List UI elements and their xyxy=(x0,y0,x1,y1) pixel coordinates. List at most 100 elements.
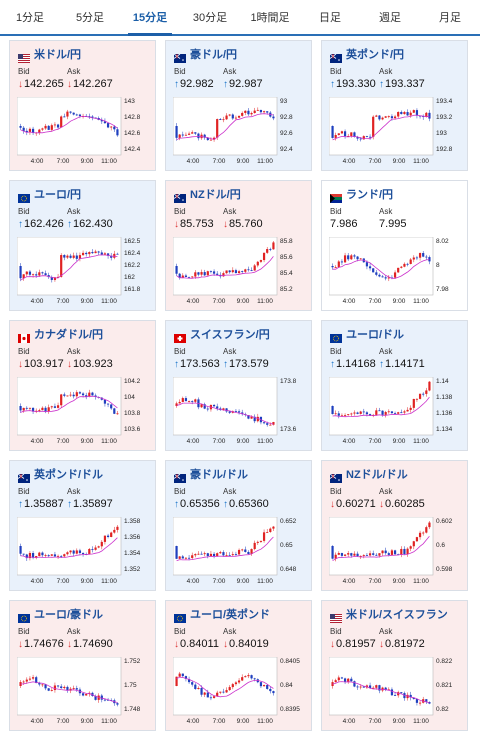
mini-chart[interactable]: 143 142.8 142.6 142.4 4:00 7:00 9:00 11:00 xyxy=(17,97,149,167)
pair-name[interactable]: 英ポンド/ドル xyxy=(34,469,104,481)
candle-body xyxy=(384,412,387,415)
candle-body xyxy=(234,682,238,685)
x-tick-label: 4:00 xyxy=(187,578,200,585)
mini-chart[interactable]: 0.602 0.6 0.598 4:00 7:00 9:00 11:00 xyxy=(329,517,461,587)
pair-name[interactable]: 米ドル/スイスフラン xyxy=(346,609,448,621)
tab-4[interactable]: 1時間足 xyxy=(250,12,290,24)
pair-name[interactable]: NZドル/ドル xyxy=(346,469,408,481)
rate-card[interactable]: 英ポンド/ドル Bid Ask ↑1.35887 ↑1.35897 1.358 1.356 1… xyxy=(9,460,156,591)
rate-card[interactable]: 米ドル/円 Bid Ask ↓142.265 ↓142.267 143 142.8 142.6… xyxy=(9,40,156,171)
candle-body xyxy=(197,272,200,275)
mini-chart[interactable]: 104.2 104 103.8 103.6 4:00 7:00 9:00 11:00 xyxy=(17,377,149,447)
pair-name[interactable]: NZドル/円 xyxy=(190,189,241,201)
x-tick-label: 9:00 xyxy=(237,718,250,725)
y-tick-label: 0.8395 xyxy=(280,706,300,713)
rate-card[interactable]: ユーロ/豪ドル Bid Ask ↓1.74676 ↓1.74690 1.752 1.75 1.… xyxy=(9,600,156,731)
pair-name[interactable]: スイスフラン/円 xyxy=(190,329,270,341)
mini-chart[interactable]: 193.4 193.2 193 192.8 4:00 7:00 9:00 11:00 xyxy=(329,97,461,167)
mini-chart[interactable]: 0.652 0.65 0.648 4:00 7:00 9:00 11:00 xyxy=(173,517,305,587)
candle-body xyxy=(415,537,419,542)
rate-card[interactable]: ユーロ/英ポンド Bid Ask ↓0.84011 ↓0.84019 0.8405 0.84… xyxy=(165,600,312,731)
card-header: 豪ドル/ドル xyxy=(173,467,249,483)
candle-body xyxy=(56,276,60,278)
ask-price: ↓142.267 xyxy=(67,78,113,90)
moving-average-line xyxy=(176,676,274,698)
pair-name[interactable]: カナダドル/円 xyxy=(34,329,104,341)
mini-chart[interactable]: 93 92.8 92.6 92.4 4:00 7:00 9:00 11:00 xyxy=(173,97,305,167)
candle-body xyxy=(175,546,178,559)
mini-chart[interactable]: 1.14 1.138 1.136 1.134 4:00 7:00 9:00 11:00 xyxy=(329,377,461,447)
pair-name[interactable]: ユーロ/豪ドル xyxy=(34,609,104,621)
candle-body xyxy=(116,253,119,255)
tab-1[interactable]: 5分足 xyxy=(75,12,105,24)
rate-card[interactable]: 米ドル/スイスフラン Bid Ask ↓0.81957 ↓0.81972 0.822 0.8… xyxy=(321,600,468,731)
rate-card[interactable]: ユーロ/円 Bid Ask ↑162.426 ↑162.430 162.5 162.4 162… xyxy=(9,180,156,311)
candle-body xyxy=(203,553,206,555)
ask-price: ↓0.60285 xyxy=(379,498,425,510)
x-tick-label: 4:00 xyxy=(31,158,44,165)
y-tick-label: 103.8 xyxy=(124,410,141,417)
rate-card[interactable]: ランド/円 Bid Ask 7.986 7.995 8.02 8 7.98 4:00 7:00 9:… xyxy=(321,180,468,311)
pair-name[interactable]: ユーロ/円 xyxy=(34,189,82,201)
pair-name[interactable]: 豪ドル/円 xyxy=(190,49,238,61)
candle-body xyxy=(415,699,419,703)
rate-card[interactable]: 英ポンド/円 Bid Ask ↑193.330 ↑193.337 193.4 193.2 19… xyxy=(321,40,468,171)
up-arrow-icon: ↑ xyxy=(67,219,72,230)
candle-body xyxy=(88,252,91,255)
candle-body xyxy=(25,679,28,682)
mini-chart[interactable]: 0.8405 0.84 0.8395 4:00 7:00 9:00 11:00 xyxy=(173,657,305,727)
candle-body xyxy=(390,550,394,555)
x-tick-label: 7:00 xyxy=(57,158,70,165)
tab-5[interactable]: 日足 xyxy=(319,12,341,24)
candle-body xyxy=(31,128,35,133)
candle-body xyxy=(356,256,359,260)
candle-body xyxy=(347,255,350,260)
candle-body xyxy=(400,548,403,555)
mini-chart[interactable]: 1.752 1.75 1.748 4:00 7:00 9:00 11:00 xyxy=(17,657,149,727)
rate-card[interactable]: スイスフラン/円 Bid Ask ↑173.563 ↑173.579 173.8 173.6… xyxy=(165,320,312,451)
rate-card[interactable]: NZドル/円 Bid Ask ↓85.753 ↓85.760 85.8 85.6 85.4 85… xyxy=(165,180,312,311)
candle-body xyxy=(422,532,425,534)
mini-chart[interactable]: 0.822 0.821 0.82 4:00 7:00 9:00 11:00 xyxy=(329,657,461,727)
eu-jp-flag xyxy=(18,190,30,203)
ask-label: Ask xyxy=(67,627,81,636)
rate-card[interactable]: 豪ドル/ドル Bid Ask ↑0.65356 ↑0.65360 0.652 0.65 0.6… xyxy=(165,460,312,591)
candle-body xyxy=(356,412,359,414)
mini-chart[interactable]: 173.8 173.6 4:00 7:00 9:00 11:00 xyxy=(173,377,305,447)
mini-chart[interactable]: 1.358 1.356 1.354 1.352 4:00 7:00 9:00 11:00 xyxy=(17,517,149,587)
ask-label: Ask xyxy=(67,347,81,356)
card-header: 英ポンド/ドル xyxy=(17,467,104,483)
candle-body xyxy=(194,684,197,690)
tab-6[interactable]: 週足 xyxy=(379,12,401,24)
card-header: NZドル/ドル xyxy=(329,467,408,483)
tab-2[interactable]: 15分足 xyxy=(120,0,180,36)
rate-card[interactable]: カナダドル/円 Bid Ask ↓103.917 ↓103.923 104.2 104 103… xyxy=(9,320,156,451)
candle-body xyxy=(241,549,244,551)
mini-chart[interactable]: 162.5 162.4 162.2 162 161.8 4:00 7:00 9:00 11:00 xyxy=(17,237,149,307)
candle-body xyxy=(19,682,22,686)
down-arrow-icon: ↓ xyxy=(379,639,384,650)
candle-body xyxy=(266,531,269,533)
candle-body xyxy=(38,410,41,411)
rate-card[interactable]: NZドル/ドル Bid Ask ↓0.60271 ↓0.60285 0.602 0.6 0.5… xyxy=(321,460,468,591)
candle-body xyxy=(381,550,384,554)
pair-name[interactable]: 豪ドル/ドル xyxy=(190,469,249,481)
rate-card[interactable]: ユーロ/ドル Bid Ask ↑1.14168 ↑1.14171 1.14 1.138 1.1… xyxy=(321,320,468,451)
candle-body xyxy=(94,695,97,700)
candle-body xyxy=(412,398,415,408)
mini-chart[interactable]: 8.02 8 7.98 4:00 7:00 9:00 11:00 xyxy=(329,237,461,307)
candle-body xyxy=(31,552,35,558)
tab-7[interactable]: 月足 xyxy=(439,12,461,24)
pair-name[interactable]: ユーロ/ドル xyxy=(346,329,405,341)
x-tick-label: 7:00 xyxy=(57,718,70,725)
rate-card[interactable]: 豪ドル/円 Bid Ask ↑92.982 ↑92.987 93 92.8 92.6 92.4 4… xyxy=(165,40,312,171)
candle-body xyxy=(100,120,103,122)
mini-chart[interactable]: 85.8 85.6 85.4 85.2 4:00 7:00 9:00 11:00 xyxy=(173,237,305,307)
tab-0[interactable]: 1分足 xyxy=(15,12,45,24)
pair-name[interactable]: ユーロ/英ポンド xyxy=(190,609,271,621)
tab-3[interactable]: 30分足 xyxy=(192,12,228,24)
pair-name[interactable]: 英ポンド/円 xyxy=(346,49,405,61)
pair-name[interactable]: 米ドル/円 xyxy=(34,49,82,61)
pair-name[interactable]: ランド/円 xyxy=(346,189,394,201)
x-tick-label: 9:00 xyxy=(393,298,406,305)
